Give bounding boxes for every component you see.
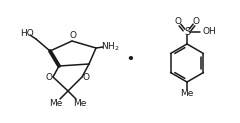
Text: O: O	[46, 74, 53, 83]
Text: NH$_2$: NH$_2$	[101, 41, 119, 53]
Text: •: •	[126, 54, 134, 67]
Text: OH: OH	[202, 28, 216, 37]
Text: O: O	[192, 17, 199, 26]
Text: S: S	[184, 27, 190, 37]
Text: Me: Me	[73, 100, 87, 108]
Text: O: O	[70, 31, 77, 40]
Text: Me: Me	[49, 100, 63, 108]
Text: O: O	[174, 17, 181, 26]
Text: HO: HO	[20, 30, 34, 38]
Text: O: O	[83, 74, 90, 83]
Text: Me: Me	[180, 90, 194, 99]
